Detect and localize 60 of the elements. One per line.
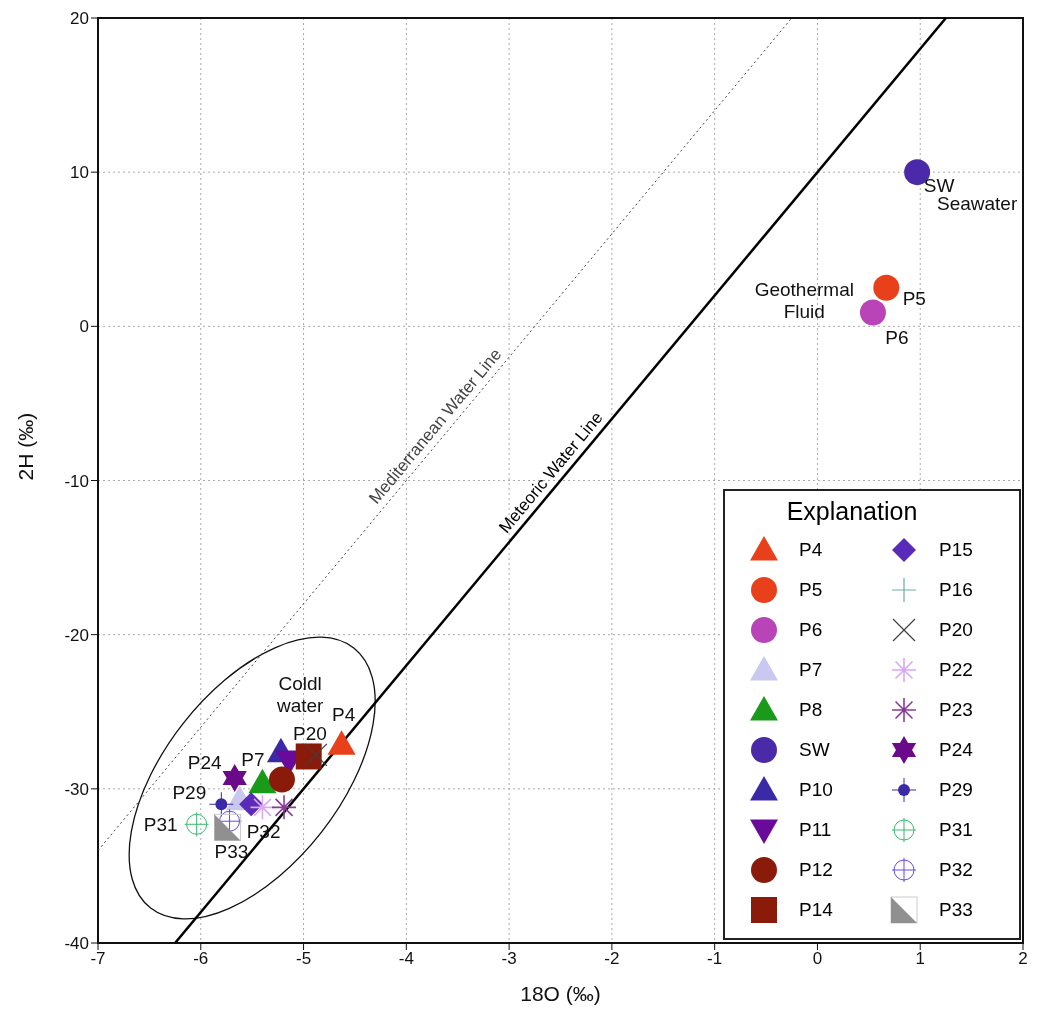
- x-tick-label: -4: [398, 949, 414, 969]
- legend-label: P32: [939, 859, 973, 881]
- legend-label: P14: [799, 899, 833, 921]
- legend-label: P6: [799, 619, 823, 641]
- point: [304, 743, 328, 767]
- legend-label: P23: [939, 699, 973, 721]
- legend-label: P29: [939, 779, 973, 801]
- y-tick-label: -30: [64, 779, 89, 799]
- legend-label: P11: [799, 819, 832, 841]
- legend-label: P4: [799, 539, 823, 561]
- annotation: P4: [331, 703, 356, 725]
- x-tick-label: -6: [193, 949, 209, 969]
- legend-label: P15: [939, 539, 973, 561]
- y-tick-label: -40: [64, 934, 89, 954]
- x-tick-label: -7: [90, 949, 106, 969]
- x-tick-label: -5: [295, 949, 312, 969]
- x-axis-title: 18O (‰): [520, 982, 601, 1005]
- annotation: P31: [143, 813, 178, 835]
- point: [873, 274, 900, 301]
- annotation: P33: [214, 840, 249, 862]
- y-tick-label: 10: [70, 163, 89, 183]
- y-tick-label: 20: [70, 9, 89, 29]
- x-tick-label: -3: [501, 949, 517, 969]
- annotation: P6: [885, 326, 909, 348]
- annotation: P20: [292, 722, 327, 744]
- point: [268, 766, 295, 793]
- legend-label: P16: [939, 579, 973, 601]
- point: [222, 764, 247, 793]
- legend-label: SW: [799, 739, 830, 761]
- legend-label: P24: [939, 739, 973, 761]
- legend-label: P31: [939, 819, 973, 841]
- x-tick-label: 0: [812, 949, 823, 969]
- point: [295, 743, 322, 770]
- legend-label: P10: [799, 779, 833, 801]
- point: [186, 813, 208, 835]
- point: [859, 299, 886, 326]
- point: [248, 768, 277, 794]
- annotation: P7: [241, 748, 265, 770]
- y-axis-title: 2H (‰): [14, 412, 38, 481]
- legend-label: P20: [939, 619, 973, 641]
- x-tick-label: -2: [604, 949, 620, 969]
- legend-label: P12: [799, 859, 833, 881]
- legend-label: P5: [799, 579, 823, 601]
- annotation: P29: [172, 781, 207, 803]
- legend-label: P33: [939, 899, 973, 921]
- y-tick-label: 0: [79, 317, 89, 337]
- legend-label: P7: [799, 659, 823, 681]
- annotation: Geothermal Fluid: [754, 278, 854, 322]
- legend-label: P22: [939, 659, 973, 681]
- annotation: P24: [187, 751, 223, 773]
- y-tick-label: -20: [64, 625, 89, 645]
- point: [327, 730, 356, 755]
- x-tick-label: 2: [1018, 949, 1028, 969]
- x-tick-label: -1: [707, 949, 723, 969]
- legend-label: P8: [799, 699, 823, 721]
- annotation: Coldl water: [275, 672, 325, 716]
- y-tick-label: -10: [64, 471, 89, 491]
- legend-title: Explanation: [785, 497, 919, 526]
- x-tick-label: 1: [915, 949, 925, 969]
- annotation: P5: [902, 287, 926, 309]
